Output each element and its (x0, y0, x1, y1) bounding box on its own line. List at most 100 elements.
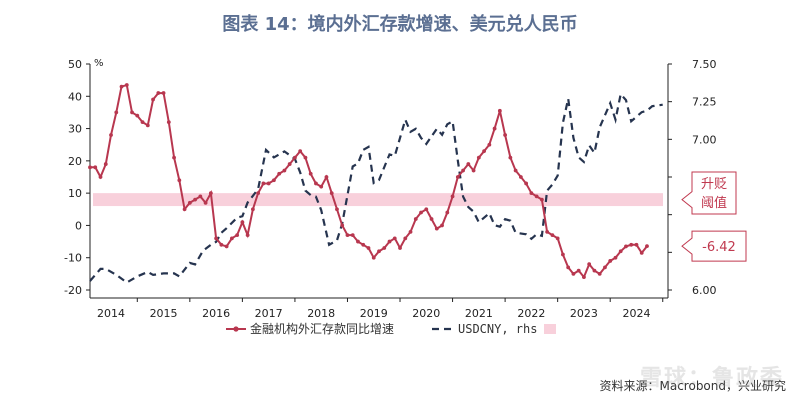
x-tick-label: 2014 (97, 307, 125, 320)
deposit-series-point (135, 113, 140, 118)
deposit-series-point (182, 207, 187, 212)
legend-label-usdcny: USDCNY, rhs (458, 322, 537, 336)
legend-swatch-band (544, 324, 556, 334)
deposit-series-point (503, 133, 508, 137)
deposit-series-point (429, 217, 434, 221)
deposit-series-point (408, 229, 413, 234)
right-tick-label: 7.00 (692, 133, 717, 146)
x-tick-label: 2018 (307, 307, 335, 320)
deposit-series-point (592, 268, 597, 273)
deposit-series-point (387, 239, 392, 244)
x-tick-label: 2017 (255, 307, 283, 320)
deposit-series-point (487, 142, 492, 147)
deposit-series-point (471, 168, 476, 173)
left-tick-label: 30 (68, 123, 82, 136)
left-tick-label: 40 (68, 90, 82, 103)
x-tick-label: 2020 (412, 307, 440, 320)
deposit-series-point (98, 175, 103, 179)
deposit-series-point (624, 244, 628, 249)
deposit-series-point (440, 223, 444, 228)
x-tick-label: 2023 (570, 307, 598, 320)
deposit-series-point (550, 233, 555, 238)
deposit-series-point (424, 207, 429, 212)
deposit-series-point (335, 207, 339, 212)
deposit-series-point (240, 220, 245, 225)
deposit-series-point (298, 149, 303, 154)
deposit-series-point (534, 194, 539, 199)
deposit-series-point (597, 271, 602, 276)
deposit-series-point (613, 255, 618, 260)
deposit-series-point (329, 191, 334, 196)
deposit-series-point (214, 236, 219, 241)
x-tick-label: 2015 (150, 307, 178, 320)
deposit-series-point (603, 265, 607, 270)
deposit-series-point (361, 242, 366, 247)
watermark-text: 雪球：鲁政委 (640, 366, 785, 391)
deposit-series-point (561, 252, 565, 257)
deposit-series-point (303, 155, 308, 160)
deposit-series-point (203, 200, 208, 205)
x-tick-label: 2016 (202, 307, 230, 320)
band-callout-label: 阈值 (701, 195, 727, 211)
deposit-series-point (529, 191, 534, 196)
deposit-series-point (161, 91, 166, 95)
deposit-series-point (293, 155, 297, 160)
deposit-series-point (398, 246, 402, 250)
deposit-series-point (314, 181, 318, 186)
deposit-series-point (130, 110, 134, 115)
x-tick-label: 2021 (465, 307, 493, 320)
deposit-series-point (219, 242, 224, 247)
deposit-series-point (156, 91, 161, 95)
deposit-series-point (224, 244, 229, 249)
deposit-series-point (166, 120, 171, 125)
deposit-series-point (492, 126, 497, 131)
threshold-band (93, 193, 663, 207)
left-tick-label: -10 (64, 252, 82, 265)
deposit-series-point (555, 236, 560, 241)
deposit-series-point (482, 149, 486, 154)
deposit-series-point (582, 275, 586, 279)
deposit-series-point (177, 178, 182, 183)
legend-label-deposit: 金融机构外汇存款同比增速 (250, 321, 394, 336)
last-value-callout-box (681, 230, 747, 262)
deposit-series-point (187, 200, 192, 205)
left-tick-label: 50 (68, 58, 82, 71)
deposit-series-point (93, 165, 98, 170)
deposit-series-point (524, 181, 529, 186)
deposit-series-point (198, 194, 203, 199)
deposit-series-point (250, 207, 255, 212)
deposit-series-point (345, 233, 350, 238)
deposit-series-point (145, 123, 150, 128)
deposit-series-point (566, 265, 571, 270)
deposit-series-point (645, 244, 649, 249)
deposit-series-point (172, 155, 176, 160)
deposit-series-point (124, 83, 129, 87)
deposit-series-point (103, 162, 108, 166)
deposit-series-point (455, 175, 460, 179)
deposit-series-point (413, 217, 418, 221)
deposit-series-point (319, 184, 324, 189)
deposit-series-point (356, 239, 360, 244)
legend-marker-deposit (233, 326, 239, 332)
band-callout-box (681, 171, 737, 215)
deposit-series-point (371, 255, 376, 260)
deposit-series-point (235, 233, 240, 238)
deposit-series-point (434, 226, 439, 231)
deposit-series-point (287, 162, 292, 166)
usdcny-series-line (89, 91, 663, 284)
deposit-series-point (109, 133, 113, 137)
deposit-series-point (382, 246, 387, 250)
deposit-series-point (403, 236, 408, 241)
deposit-series-point (350, 233, 355, 238)
deposit-series-point (193, 197, 197, 202)
deposit-series-point (366, 246, 371, 250)
deposit-series-point (639, 250, 644, 255)
deposit-series-point (476, 155, 481, 160)
deposit-series-point (308, 171, 313, 176)
deposit-series-point (466, 162, 471, 166)
right-tick-label: 6.00 (692, 284, 717, 297)
left-tick-label: 0 (75, 219, 82, 232)
deposit-series-point (261, 181, 266, 186)
